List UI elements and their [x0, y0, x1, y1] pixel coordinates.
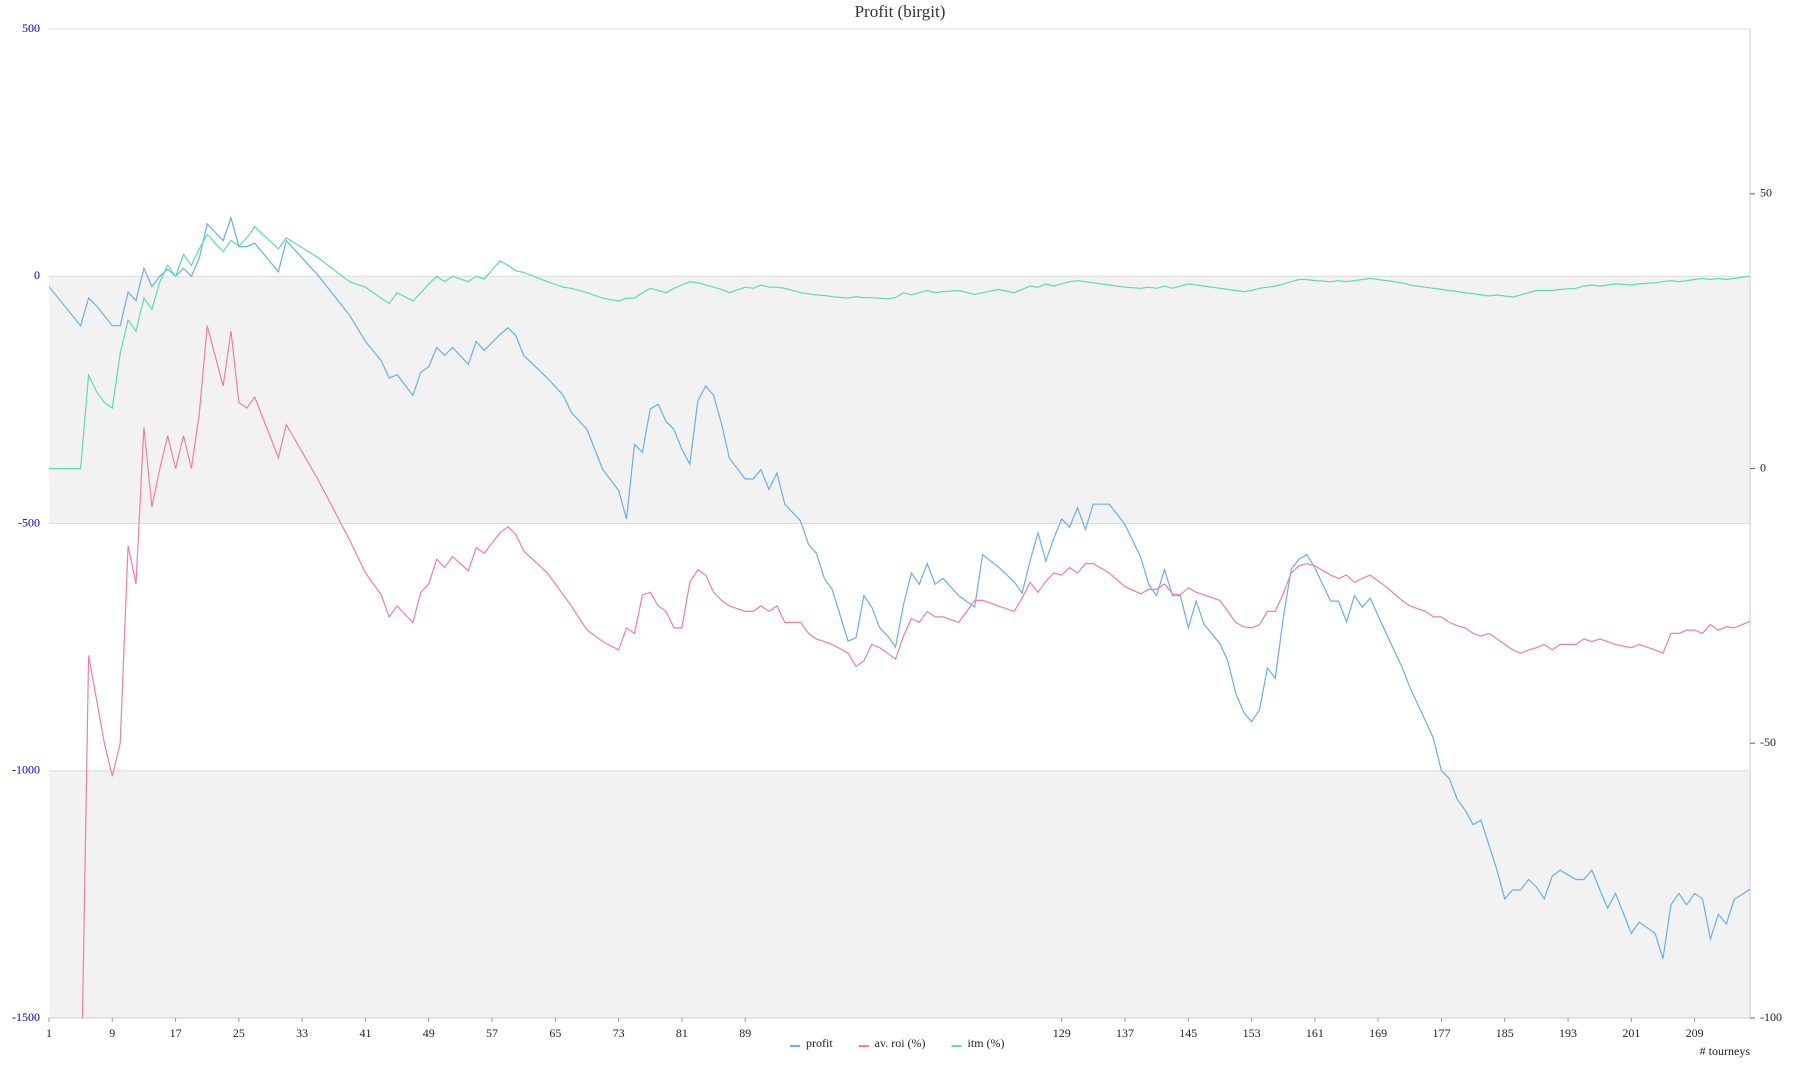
x-tick-label: 1 [46, 1026, 52, 1040]
x-tick-label: 169 [1369, 1026, 1387, 1040]
x-tick-label: 129 [1053, 1026, 1071, 1040]
band [49, 770, 1750, 1018]
y2-tick-label: -100 [1760, 1010, 1782, 1024]
chart-title: Profit (birgit) [855, 2, 946, 21]
x-tick-label: 73 [613, 1026, 625, 1040]
x-tick-label: 201 [1622, 1026, 1640, 1040]
x-tick-label: 41 [359, 1026, 371, 1040]
y-tick-label: -500 [18, 515, 40, 529]
band [49, 276, 1750, 524]
x-tick-label: 89 [739, 1026, 751, 1040]
x-axis-label: # tourneys [1700, 1044, 1751, 1058]
y-tick-label: 500 [22, 21, 40, 35]
y-tick-label: 0 [34, 268, 40, 282]
y2-tick-label: 0 [1760, 460, 1766, 474]
legend-label: profit [806, 1036, 833, 1050]
x-tick-label: 185 [1496, 1026, 1514, 1040]
x-tick-label: 193 [1559, 1026, 1577, 1040]
x-tick-label: 81 [676, 1026, 688, 1040]
x-tick-label: 49 [423, 1026, 435, 1040]
x-tick-label: 137 [1116, 1026, 1134, 1040]
x-tick-label: 17 [170, 1026, 182, 1040]
y2-tick-label: 50 [1760, 186, 1772, 200]
x-tick-label: 57 [486, 1026, 498, 1040]
series-line [49, 215, 1750, 959]
x-tick-label: 161 [1306, 1026, 1324, 1040]
series-line [49, 225, 1750, 470]
x-tick-label: 9 [109, 1026, 115, 1040]
legend-label: av. roi (%) [875, 1036, 926, 1050]
y-tick-label: -1000 [12, 763, 40, 777]
x-tick-label: 177 [1432, 1026, 1450, 1040]
x-tick-label: 145 [1179, 1026, 1197, 1040]
series-line [81, 325, 1750, 1018]
x-tick-label: 65 [549, 1026, 561, 1040]
legend-label: itm (%) [968, 1036, 1005, 1050]
y2-tick-label: -50 [1760, 735, 1776, 749]
plot-lines [49, 215, 1750, 1018]
plot-background [48, 28, 1755, 1022]
x-tick-label: 153 [1243, 1026, 1261, 1040]
y-tick-label: -1500 [12, 1010, 40, 1024]
x-tick-label: 209 [1686, 1026, 1704, 1040]
x-tick-label: 25 [233, 1026, 245, 1040]
x-tick-label: 33 [296, 1026, 308, 1040]
